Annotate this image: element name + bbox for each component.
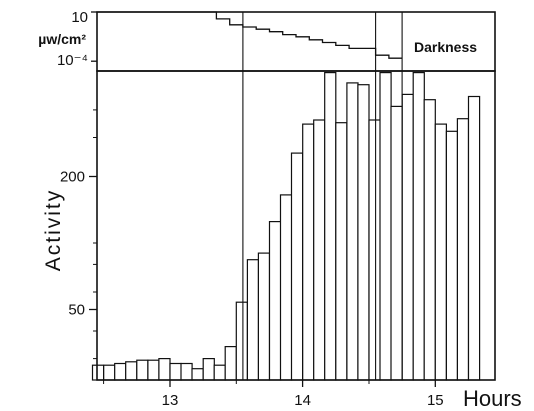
light-ytick-bottom: 10⁻⁴ [57, 52, 88, 69]
activity-bar [202, 358, 215, 381]
activity-bar [412, 71, 425, 381]
activity-panel: 50 200 13 14 15 Activity Hours [42, 11, 522, 411]
activity-bar [313, 119, 326, 381]
activity-bar [257, 252, 271, 381]
hours-tick-label: 13 [162, 392, 179, 409]
activity-bar [379, 71, 392, 381]
activity-bar [390, 105, 403, 381]
activity-bar [335, 122, 348, 381]
light-unit-label: µw/cm² [38, 31, 86, 47]
transition-guides [242, 12, 403, 380]
activity-yticks: 50 200 [60, 11, 97, 360]
darkness-label: Darkness [414, 39, 477, 55]
activity-bar [158, 358, 171, 381]
activity-bar [368, 119, 381, 381]
activity-bar [357, 84, 370, 381]
light-ytick-top: 10 [71, 9, 88, 26]
activity-bar [91, 364, 105, 381]
activity-ytick-label: 200 [60, 169, 85, 186]
activity-bar [103, 364, 116, 381]
activity-bar [467, 95, 481, 381]
light-intensity-line [97, 11, 403, 59]
activity-bars [91, 71, 481, 381]
activity-bar [423, 99, 436, 381]
activity-bar [246, 259, 260, 381]
activity-bar [290, 152, 304, 381]
activity-xticks: 13 14 15 [103, 380, 444, 409]
hours-tick-label: 15 [427, 392, 444, 409]
activity-bar [235, 301, 249, 381]
activity-bar [114, 362, 127, 381]
activity-ytick-label: 50 [68, 302, 85, 319]
activity-panel-frame [96, 70, 496, 381]
activity-bar [191, 368, 204, 381]
activity-bar [279, 194, 293, 381]
activity-bar [125, 361, 138, 381]
activity-axis-title: Activity [42, 189, 65, 272]
activity-bar [302, 123, 315, 381]
hours-axis-title: Hours [463, 386, 522, 411]
activity-bar [213, 364, 226, 381]
activity-bar [180, 362, 193, 381]
activity-bar [147, 359, 160, 381]
activity-bar [445, 130, 459, 381]
activity-bar [324, 71, 337, 381]
hours-tick-label: 14 [294, 392, 311, 409]
activity-bar [434, 123, 447, 381]
activity-bar [136, 359, 149, 381]
activity-bar [456, 118, 470, 381]
activity-bar [169, 362, 182, 381]
activity-bar [401, 93, 414, 381]
activity-bar [346, 82, 359, 381]
activity-bar [268, 221, 282, 381]
activity-bar [224, 346, 237, 381]
light-panel: 10 10⁻⁴ µw/cm² Darkness [38, 9, 496, 72]
